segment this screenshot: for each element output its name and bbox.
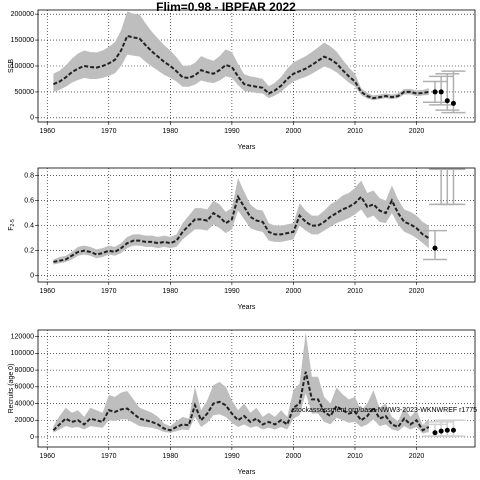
y-tick-label: 150000 [11,37,34,44]
x-axis-label: Years [238,304,256,311]
projection-point [432,245,438,251]
y-tick-label: 100000 [11,63,34,70]
y-tick-label: 40000 [15,400,35,407]
x-tick-label: 1960 [39,453,55,460]
x-tick-label: 1970 [101,453,117,460]
confidence-band [53,11,429,101]
x-tick-label: 1960 [39,128,55,135]
x-tick-label: 2000 [286,288,302,295]
x-tick-label: 1980 [163,128,179,135]
x-tick-label: 2020 [409,288,425,295]
projection-point [432,430,438,436]
x-tick-label: 1990 [224,288,240,295]
y-tick-label: 20000 [15,417,35,424]
x-tick-label: 1960 [39,288,55,295]
x-tick-label: 2020 [409,128,425,135]
plot-frame [37,167,476,283]
median-line [53,194,430,263]
y-tick-label: 0 [30,434,34,441]
y-tick-label: 0.2 [24,248,34,255]
projection-point [450,427,456,433]
x-tick-label: 2000 [286,453,302,460]
chart-title: Flim=0.98 - IBPFAR 2022 [156,0,296,14]
x-axis-label: Years [238,469,256,476]
x-tick-label: 1970 [101,288,117,295]
x-tick-label: 2020 [409,453,425,460]
x-tick-label: 1990 [224,128,240,135]
y-tick-label: 80000 [15,367,35,374]
x-tick-label: 1980 [163,288,179,295]
y-tick-label: 60000 [15,384,35,391]
x-tick-label: 1980 [163,453,179,460]
x-tick-label: 2000 [286,128,302,135]
y-tick-label: 200000 [11,11,34,18]
y-tick-label: 0.4 [24,222,34,229]
x-tick-label: 2010 [347,288,363,295]
confidence-band [53,178,429,265]
y-tick-label: 0.6 [24,197,34,204]
projection-point [444,98,450,104]
y-tick-label: 100000 [11,350,34,357]
projection-point [444,427,450,433]
median-line [52,34,430,100]
x-tick-label: 2010 [347,453,363,460]
plot-frame [37,329,476,448]
x-axis-label: Years [238,144,256,151]
projection-point [450,100,456,106]
plot-frame [37,9,476,123]
y-tick-label: 0 [30,273,34,280]
projection-point [438,428,444,434]
y-axis-label: Recruits (age 0) [8,364,15,414]
x-tick-label: 1990 [224,453,240,460]
projection-point [438,89,444,95]
y-tick-label: 0.8 [24,172,34,179]
projection-point [432,89,438,95]
x-tick-label: 1970 [101,128,117,135]
y-tick-label: 0 [30,115,34,122]
y-tick-label: 50000 [15,89,35,96]
y-axis-label: F2-5 [8,219,16,231]
median-line [52,371,430,432]
x-tick-label: 2010 [347,128,363,135]
y-axis-label: SSB [8,59,15,73]
y-tick-label: 120000 [11,334,34,341]
y-axis-label-subscript: 2-5 [10,219,16,226]
annotation: stockassessment.org/base-NWW3-2023-WKNWR… [293,407,477,414]
